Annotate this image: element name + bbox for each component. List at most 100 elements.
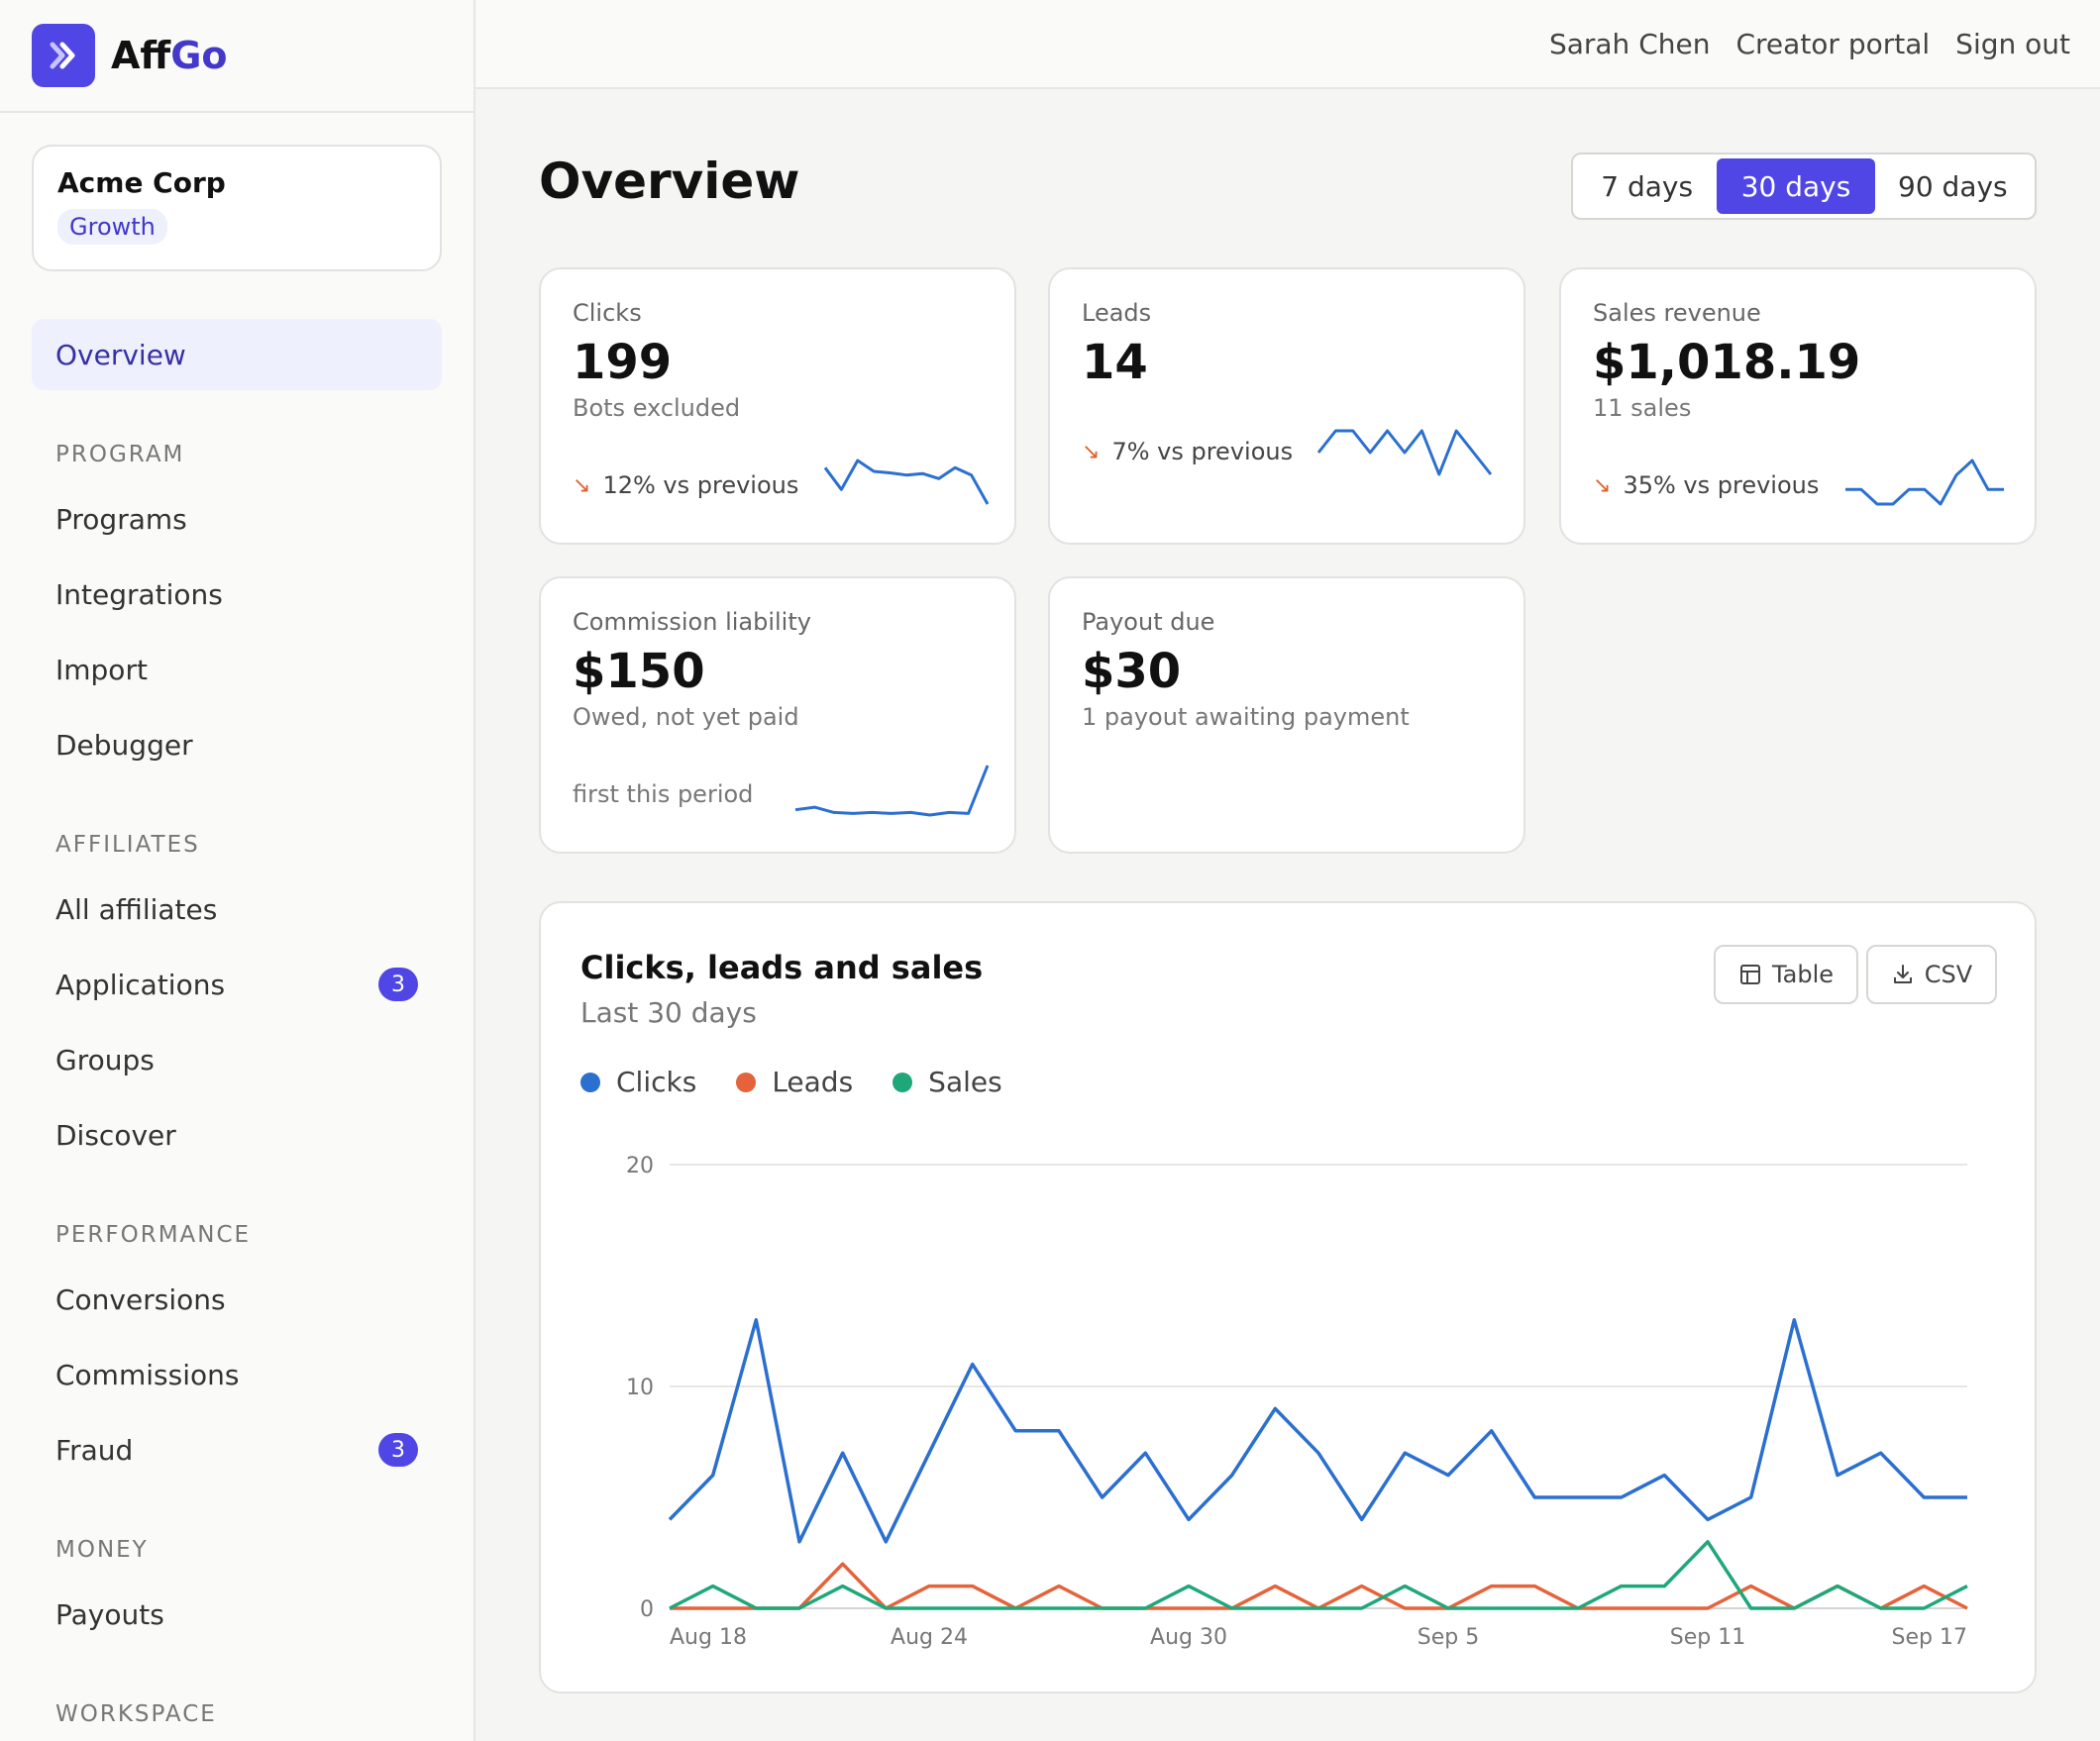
legend-item-leads[interactable]: Leads: [736, 1066, 853, 1098]
card-label: Payout due: [1082, 608, 1215, 636]
sidebar-item-label: Integrations: [55, 577, 223, 611]
sidebar-item-label: Conversions: [55, 1282, 226, 1316]
legend-item-sales[interactable]: Sales: [892, 1066, 1002, 1098]
card-value: 14: [1082, 335, 1148, 390]
clicks-card[interactable]: Clicks 199 Bots excluded ↘ 12% vs previou…: [539, 267, 1016, 545]
sparkline-path: [1845, 459, 2004, 506]
leads-sparkline: [1316, 429, 1493, 476]
count-badge: 3: [378, 968, 418, 1001]
sales-revenue-card[interactable]: Sales revenue $1,018.19 11 sales ↘ 35% vs…: [1559, 267, 2037, 545]
sidebar-item-debugger[interactable]: Debugger: [32, 709, 442, 780]
trend: ↘ 12% vs previous: [573, 471, 799, 499]
sidebar-item-programs[interactable]: Programs: [32, 483, 442, 555]
sidebar-item-label: Import: [55, 653, 148, 686]
count-badge: 3: [378, 1433, 418, 1467]
leads-card[interactable]: Leads 14 ↘ 7% vs previous: [1048, 267, 1525, 545]
chart-subtitle: Last 30 days: [580, 996, 757, 1029]
payout-due-card[interactable]: Payout due $30 1 payout awaiting payment: [1048, 576, 1525, 854]
legend-dot: [736, 1072, 757, 1092]
y-tick-label: 20: [626, 1154, 654, 1178]
table-button[interactable]: Table: [1714, 945, 1858, 1004]
card-value: 199: [573, 335, 673, 390]
sales-sparkline: [1845, 459, 2004, 506]
x-tick-label: Sep 11: [1670, 1625, 1745, 1650]
sidebar-item-payouts[interactable]: Payouts: [32, 1579, 442, 1650]
card-subtext: Owed, not yet paid: [573, 703, 799, 731]
trend: first this period: [573, 780, 754, 808]
sparkline-path: [794, 765, 990, 817]
legend-label: Clicks: [616, 1066, 697, 1098]
trend-down-icon: ↘: [1082, 439, 1101, 464]
legend-item-clicks[interactable]: Clicks: [580, 1066, 696, 1098]
chart-legend: Clicks Leads Sales: [580, 1066, 1042, 1098]
legend-dot: [580, 1072, 600, 1092]
sidebar-item-overview[interactable]: Overview: [32, 319, 442, 390]
card-label: Clicks: [573, 299, 642, 327]
table-icon: [1739, 965, 1760, 984]
series-line-sales[interactable]: [669, 1540, 1968, 1610]
legend-dot: [892, 1072, 913, 1092]
sidebar-item-applications[interactable]: Applications 3: [32, 949, 442, 1020]
page-title: Overview: [539, 153, 800, 210]
series-line-leads[interactable]: [670, 1562, 1968, 1610]
card-value: $150: [573, 644, 705, 699]
sparkline-path: [1316, 429, 1493, 476]
download-icon: [1893, 965, 1912, 983]
x-tick-label: Sep 17: [1892, 1625, 1967, 1650]
sidebar-nav: Overview PROGRAM Programs Integrations Impo…: [32, 319, 442, 1741]
sidebar-item-label: Debugger: [55, 728, 193, 762]
range-30-days[interactable]: 30 days: [1717, 158, 1875, 214]
range-90-days[interactable]: 90 days: [1898, 169, 2008, 203]
y-tick-label: 10: [626, 1376, 654, 1400]
legend-label: Leads: [772, 1066, 854, 1098]
sidebar-item-label: All affiliates: [55, 892, 218, 926]
commission-liability-card[interactable]: Commission liability $150 Owed, not yet …: [539, 576, 1016, 854]
sidebar-item-groups[interactable]: Groups: [32, 1024, 442, 1095]
nav-section-heading: WORKSPACE: [55, 1701, 217, 1727]
sidebar-item-label: Discover: [55, 1118, 176, 1152]
trend-down-icon: ↘: [1593, 472, 1612, 498]
x-tick-label: Aug 30: [1150, 1625, 1227, 1650]
sidebar-item-discover[interactable]: Discover: [32, 1099, 442, 1171]
sparkline-path: [823, 459, 990, 505]
org-switcher[interactable]: Acme Corp Growth: [32, 145, 442, 271]
org-name: Acme Corp: [57, 166, 226, 199]
sidebar-item-commissions[interactable]: Commissions: [32, 1339, 442, 1410]
x-tick-label: Aug 18: [670, 1625, 747, 1650]
user-name[interactable]: Sarah Chen: [1548, 27, 1711, 60]
sidebar-item-label: Fraud: [55, 1433, 134, 1467]
top-bar: Sarah Chen Creator portal Sign out: [475, 0, 2100, 89]
y-tick-label: 0: [640, 1597, 654, 1622]
x-tick-label: Sep 5: [1418, 1625, 1479, 1650]
nav-section-heading: MONEY: [55, 1537, 149, 1563]
card-subtext: 1 payout awaiting payment: [1082, 703, 1410, 731]
sidebar: AffGo Acme Corp Growth Overview PROGRAM P…: [0, 0, 475, 1741]
sidebar-item-import[interactable]: Import: [32, 634, 442, 705]
chart-panel: Clicks, leads and sales Last 30 days Tab…: [539, 901, 2037, 1693]
brand[interactable]: AffGo: [0, 0, 473, 113]
date-range-selector: 7 days 30 days 90 days: [1571, 153, 2037, 220]
card-subtext: Bots excluded: [573, 394, 741, 422]
sidebar-item-all-affiliates[interactable]: All affiliates: [32, 873, 442, 945]
commission-sparkline: [794, 765, 990, 817]
trend: ↘ 35% vs previous: [1593, 471, 1820, 499]
card-value: $30: [1082, 644, 1182, 699]
card-label: Sales revenue: [1593, 299, 1761, 327]
series-line-clicks[interactable]: [668, 1318, 1967, 1544]
trend-down-icon: ↘: [573, 472, 591, 498]
sidebar-item-label: Commissions: [55, 1358, 240, 1391]
sidebar-item-fraud[interactable]: Fraud 3: [32, 1414, 442, 1485]
creator-portal-link[interactable]: Creator portal: [1735, 27, 1931, 60]
sidebar-item-label: Applications: [55, 968, 226, 1001]
card-value: $1,018.19: [1593, 335, 1861, 390]
sidebar-item-conversions[interactable]: Conversions: [32, 1264, 442, 1335]
logo-icon: [32, 24, 95, 87]
range-7-days[interactable]: 7 days: [1601, 169, 1694, 203]
line-chart: 0 10 20 Aug 18 Aug 24 Aug 30 Sep 5 Sep 11 Sep 17: [626, 1154, 1968, 1650]
legend-label: Sales: [928, 1066, 1002, 1098]
csv-button[interactable]: CSV: [1866, 945, 1997, 1004]
sidebar-item-integrations[interactable]: Integrations: [32, 559, 442, 630]
sign-out-link[interactable]: Sign out: [1955, 27, 2070, 60]
sidebar-item-label: Groups: [55, 1043, 155, 1076]
card-label: Leads: [1082, 299, 1152, 327]
